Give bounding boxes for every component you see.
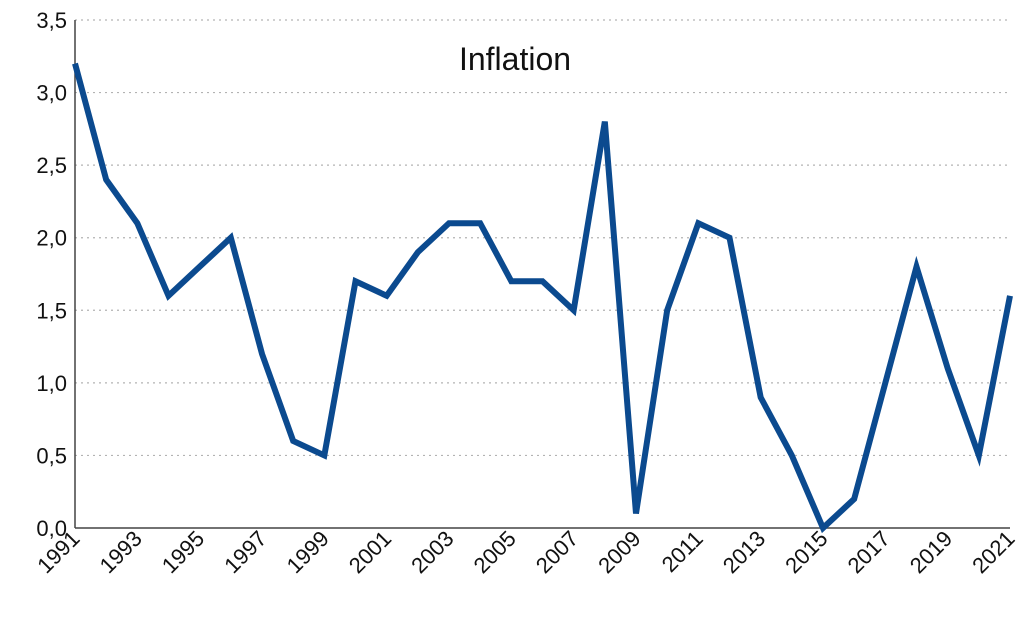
- y-tick-label: 2,0: [36, 226, 67, 251]
- x-tick-label: 2009: [593, 526, 645, 578]
- y-tick-label: 1,5: [36, 298, 67, 323]
- x-tick-label: 2013: [718, 526, 770, 578]
- x-tick-label: 1993: [95, 526, 147, 578]
- series-line-0: [72, 62, 1013, 534]
- x-tick-label: 2017: [843, 526, 895, 578]
- x-tick-label: 2015: [780, 526, 832, 578]
- x-tick-label: 1997: [219, 526, 271, 578]
- gridlines: [75, 19, 1010, 457]
- y-tick-label: 0,0: [36, 516, 67, 541]
- x-tick-label: 1999: [282, 526, 334, 578]
- x-tick-label: 2021: [967, 526, 1019, 578]
- x-axis-tick-labels: 1991 1993 1995 1997 1999 2001 2003 2005 2007 2009…: [32, 526, 1019, 578]
- x-tick-label: 1995: [157, 526, 209, 578]
- x-tick-label: 2007: [531, 526, 583, 578]
- x-tick-label: 2005: [469, 526, 521, 578]
- y-tick-label: 2,5: [36, 153, 67, 178]
- y-tick-label: 1,0: [36, 371, 67, 396]
- x-tick-label: 2003: [406, 526, 458, 578]
- x-tick-label: 2019: [905, 526, 957, 578]
- chart-title: Inflation: [459, 41, 571, 77]
- y-tick-label: 3,5: [36, 8, 67, 33]
- y-axis-tick-labels: 0,0 0,5 1,0 1,5 2,0 2,5 3,0 3,5: [36, 8, 67, 541]
- x-tick-label: 2011: [657, 526, 708, 577]
- y-tick-label: 3,0: [36, 81, 67, 106]
- axes: [74, 20, 1010, 529]
- y-tick-label: 0,5: [36, 443, 67, 468]
- x-tick-label: 2001: [344, 526, 396, 578]
- series-group: [72, 62, 1013, 534]
